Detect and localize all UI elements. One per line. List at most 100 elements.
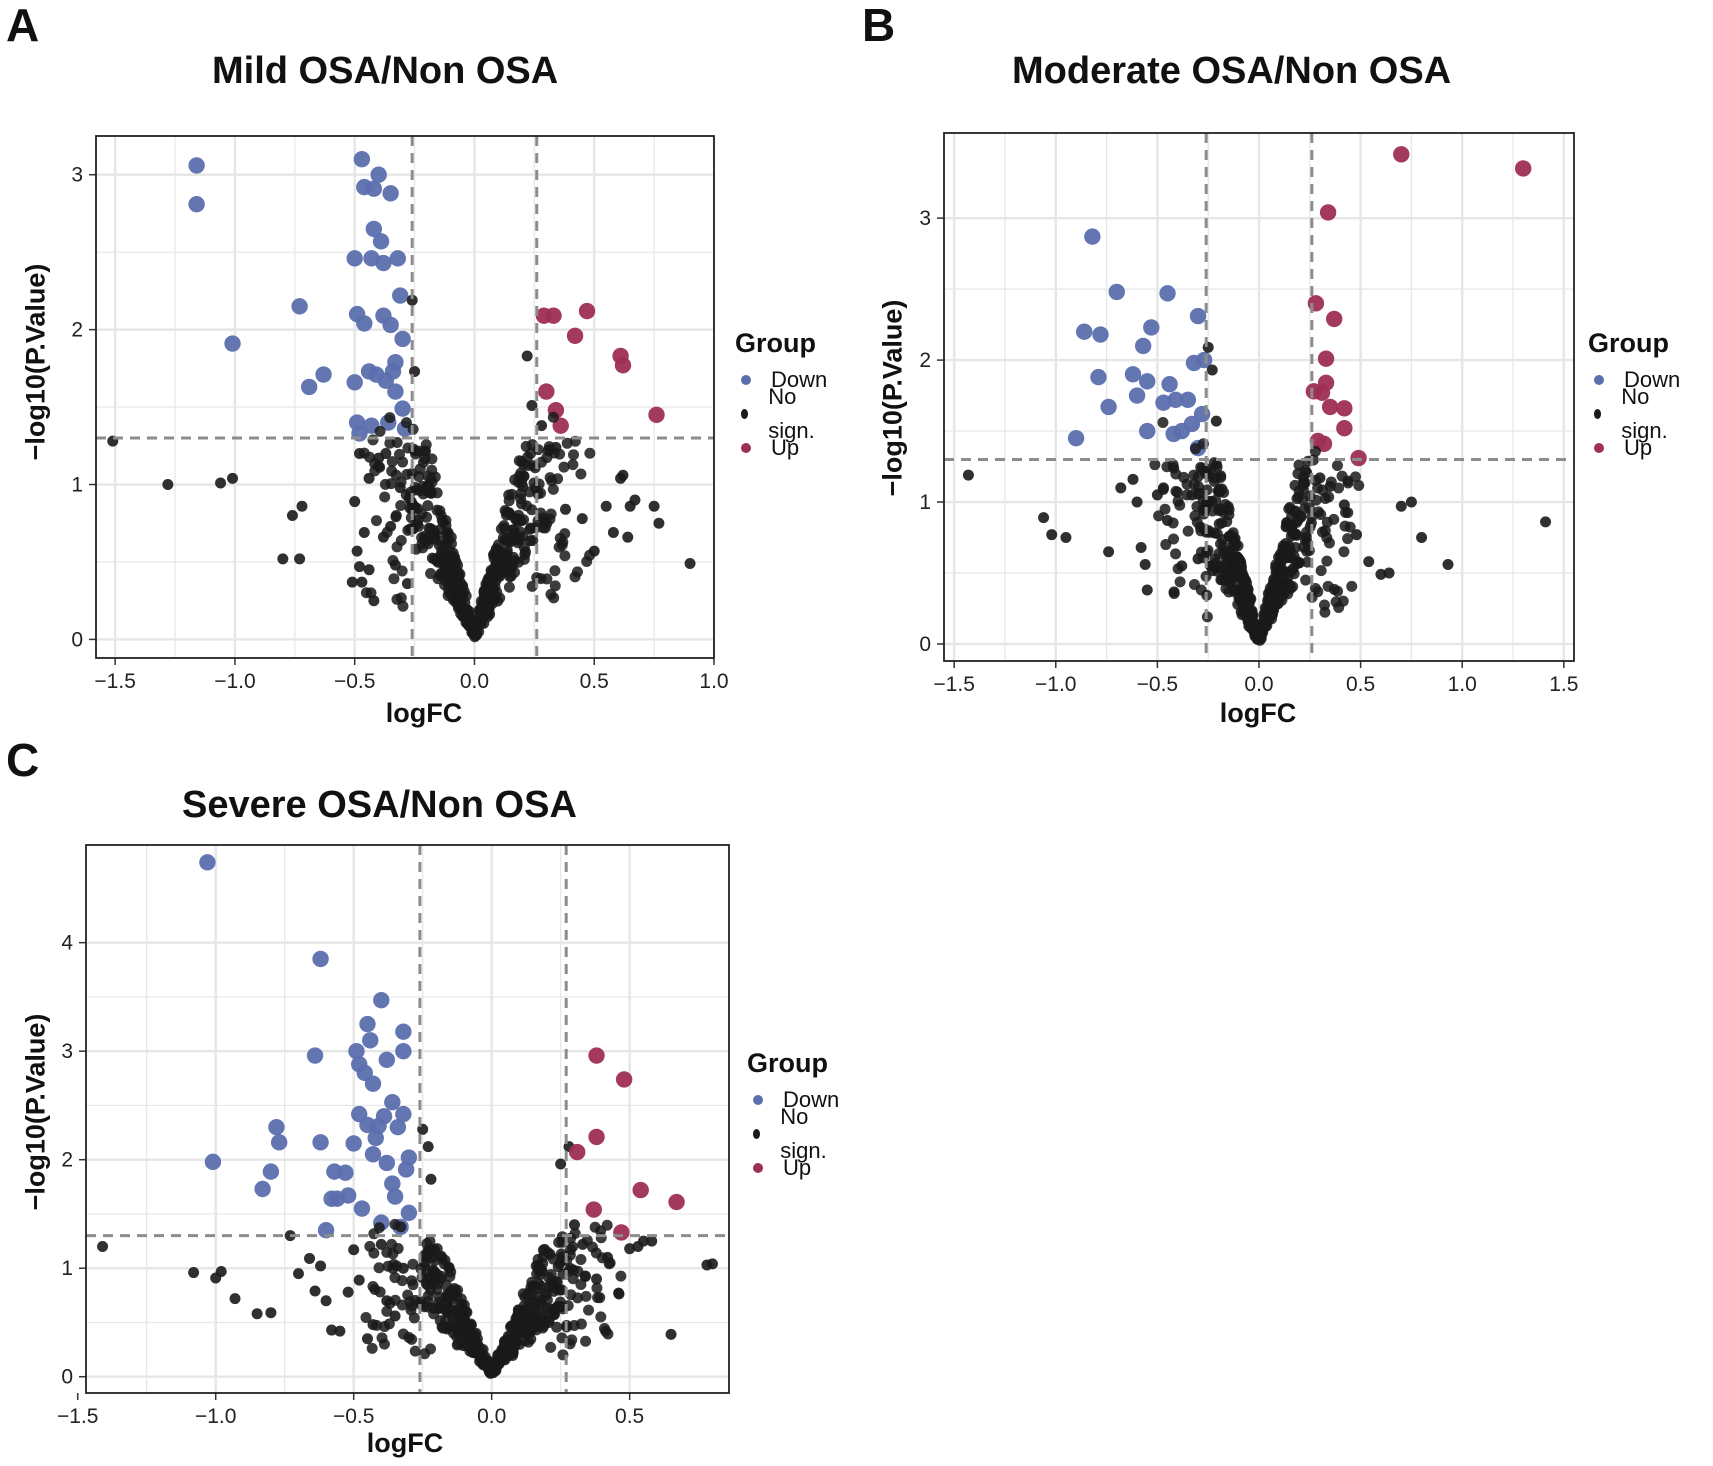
point-no-sign [637,1235,649,1247]
plot-frame [943,132,1575,662]
point-no-sign [1038,512,1050,524]
point-no-sign [1167,517,1179,529]
legend-label: Up [1624,435,1653,460]
point-no-sign [1178,471,1190,483]
point-no-sign [456,1298,468,1310]
point-no-sign [162,479,174,491]
point-no-sign [425,1173,437,1185]
point-down [254,1180,271,1198]
point-no-sign [386,1238,398,1250]
legend-dot-up [741,443,751,453]
x-axis-label: logFC [366,1428,444,1458]
point-no-sign [549,580,561,592]
point-up [545,307,562,324]
point-down [1161,376,1178,393]
point-down [400,1204,418,1222]
point-up [1336,420,1353,437]
legend: Group Down No sign. Up [1588,328,1680,465]
point-no-sign [505,509,517,521]
point-no-sign [304,1252,316,1264]
point-no-sign [360,1312,372,1324]
point-down [306,1047,324,1064]
x-axis-label: logFC [385,698,463,728]
legend-dot-down [741,375,751,385]
x-tick-label: −1.0 [214,670,255,693]
point-down [1100,398,1117,416]
legend-label: Down [771,367,828,392]
point-no-sign [346,576,358,588]
point-no-sign [1194,487,1206,499]
point-no-sign [421,480,433,492]
point-no-sign [536,420,548,432]
point-no-sign [538,1320,550,1332]
point-no-sign [545,1341,557,1353]
point-no-sign [485,1362,497,1374]
y-tick-label: 0 [61,1366,73,1389]
point-down [395,1042,412,1060]
point-up [588,1128,605,1146]
point-no-sign [455,598,467,610]
point-no-sign [541,573,553,585]
point-down [204,1153,222,1171]
point-no-sign [500,1338,512,1350]
point-no-sign [1300,574,1312,586]
point-up [1336,400,1353,417]
point-no-sign [326,1324,338,1336]
point-down [1159,285,1176,302]
point-no-sign [1244,592,1256,604]
point-down [353,151,371,168]
point-no-sign [684,558,696,570]
point-no-sign [522,1300,534,1312]
x-tick-label: −1.5 [94,670,135,693]
point-down [365,220,383,238]
point-no-sign [503,581,515,593]
point-down [395,1105,412,1123]
legend-title: Group [735,328,816,358]
point-up [1393,146,1410,163]
point-no-sign [1160,539,1172,551]
point-no-sign [490,544,502,556]
point-no-sign [1375,568,1387,580]
point-no-sign [296,500,308,512]
point-no-sign [586,1241,598,1253]
point-down [387,353,404,371]
y-tick-label: 2 [71,319,83,342]
point-no-sign [580,1290,592,1302]
point-no-sign [1395,500,1407,512]
point-down [392,287,409,304]
point-no-sign [543,441,555,453]
point-no-sign [589,1221,601,1233]
point-no-sign [433,1297,445,1309]
point-no-sign [520,440,532,452]
point-no-sign [521,350,533,362]
point-no-sign [389,1310,401,1322]
point-no-sign [452,581,464,593]
point-no-sign [541,452,553,464]
point-down [339,1187,357,1204]
x-tick-label: −0.5 [333,1405,374,1428]
y-axis-label: −log10(P.Value) [20,1013,51,1211]
point-no-sign [375,1238,387,1250]
point-no-sign [498,520,510,532]
point-no-sign [1103,546,1115,558]
point-no-sign [1214,486,1226,498]
point-no-sign [445,1266,457,1278]
point-no-sign [508,1332,520,1344]
point-no-sign [431,1268,443,1280]
point-no-sign [389,1218,401,1230]
point-no-sign [591,1273,603,1285]
point-no-sign [1233,584,1245,596]
point-no-sign [466,1340,478,1352]
point-no-sign [545,588,557,600]
legend-label: No sign. [1621,384,1668,443]
point-no-sign [1127,473,1139,485]
point-no-sign [575,1253,587,1265]
point-no-sign [370,515,382,527]
point-no-sign [1195,525,1207,537]
point-no-sign [383,1318,395,1330]
point-down [382,185,399,202]
point-no-sign [381,526,393,538]
point-no-sign [434,1315,446,1327]
point-no-sign [1262,607,1274,619]
x-tick-label: 0.5 [615,1405,644,1428]
